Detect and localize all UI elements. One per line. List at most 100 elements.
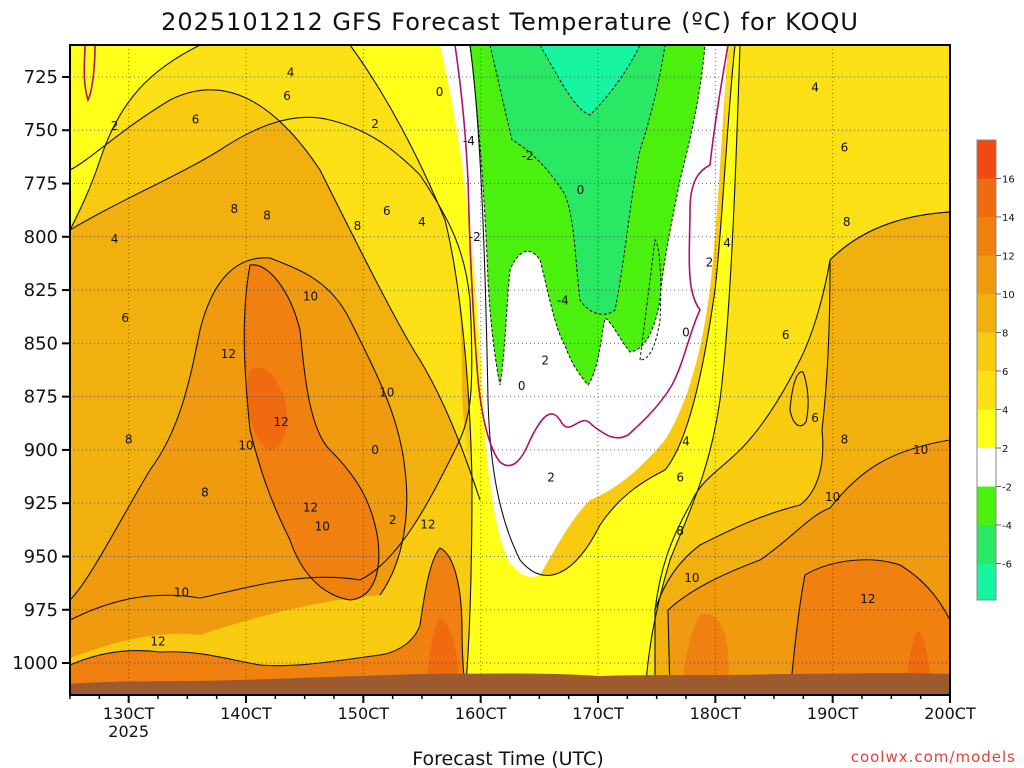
band-6-8-topleft <box>70 45 480 500</box>
x-tick-label: 150CT <box>338 704 390 723</box>
y-tick-label: 975 <box>24 600 58 621</box>
colorbar-gt-16 <box>977 140 996 179</box>
isotherm-label: 12 <box>860 592 875 606</box>
isotherm-label: 6 <box>192 113 200 127</box>
colorbar-8-10 <box>977 294 996 333</box>
colorbar-tick-label: -2 <box>1002 483 1012 494</box>
colorbar-m2-2 <box>977 448 996 487</box>
isotherm-label: 6 <box>383 204 391 218</box>
x-tick-label: 200CT <box>924 704 976 723</box>
isotherm-label: 2 <box>706 255 714 269</box>
isotherm-m6 <box>539 45 641 116</box>
colorbar-ticks: 16 14 12 10 8 6 4 2 -2 -4 -6 <box>996 175 1015 571</box>
isotherm-label: -2 <box>469 230 481 244</box>
colorbar-lt-m6 <box>977 563 996 600</box>
colorbar-12-14 <box>977 217 996 256</box>
colorbar-tick-label: 14 <box>1002 213 1015 224</box>
isotherm-label: 12 <box>420 518 435 532</box>
colorbar-frame <box>976 139 997 601</box>
y-tick-label: 1000 <box>12 653 58 674</box>
isotherm-6-bump <box>789 371 809 427</box>
colorbar-tick-label: -4 <box>1002 521 1012 532</box>
isotherm-label: 8 <box>843 215 851 229</box>
colorbar-m6-m4 <box>977 525 996 564</box>
y-tick-label: 800 <box>24 227 58 248</box>
colorbar-tick-label: 8 <box>1002 329 1008 340</box>
credit-text[interactable]: coolwx.com/models <box>851 748 1016 766</box>
isotherm-label: 12 <box>303 500 318 514</box>
x-tick-label: 140CT <box>220 704 272 723</box>
colorbar-tick-label: 4 <box>1002 406 1008 417</box>
isotherm-label: 6 <box>676 471 684 485</box>
isotherm-label: 12 <box>150 635 165 649</box>
x-tick-label: 160CT <box>455 704 507 723</box>
x-tick-label: 170CT <box>572 704 624 723</box>
isotherm-label: 8 <box>354 219 362 233</box>
isotherm-label: 10 <box>303 289 318 303</box>
isotherm-6 <box>70 116 473 621</box>
colorbar-tick-label: 6 <box>1002 367 1008 378</box>
band-m6-m4 <box>490 45 665 315</box>
isotherm-label: 8 <box>676 524 684 538</box>
isotherm-0 <box>454 45 729 467</box>
y-axis: 725 750 775 800 825 850 875 900 925 950 975 1000 <box>12 67 70 674</box>
isotherm-12-right <box>789 559 950 695</box>
isotherm-label: 10 <box>315 520 330 534</box>
isotherm-label: 10 <box>174 586 189 600</box>
isotherm-label: 6 <box>811 411 819 425</box>
isotherm-label: 8 <box>125 432 133 446</box>
isotherm-label: 4 <box>723 236 731 250</box>
band-12-14-small <box>680 614 730 695</box>
colorbar-tick-label: -6 <box>1002 560 1012 571</box>
x-tick-label: 130CT <box>103 704 155 723</box>
band-14-16 <box>246 367 287 450</box>
colorbar-tick-label: 16 <box>1002 175 1015 186</box>
isotherm-label: 0 <box>577 183 585 197</box>
isotherm-label: -2 <box>522 149 534 163</box>
isotherm-label: 8 <box>201 486 209 500</box>
band-12-14 <box>244 264 379 600</box>
chart-title: 2025101212 GFS Forecast Temperature (ºC)… <box>161 8 859 36</box>
isotherm-8-right <box>654 211 950 611</box>
isotherm-label: 0 <box>371 443 379 457</box>
isotherm-10 <box>70 257 408 601</box>
colorbar-tick-label: 2 <box>1002 444 1008 455</box>
isotherm-10-right <box>667 439 950 695</box>
colorbar-14-16 <box>977 178 996 217</box>
ground-surface <box>70 673 950 695</box>
isotherm-label: -4 <box>557 294 569 308</box>
isotherm-12 <box>243 264 380 601</box>
isotherm-label: 10 <box>913 443 928 457</box>
x-tick-label: 190CT <box>807 704 859 723</box>
isotherm-label: 8 <box>230 202 238 216</box>
x-axis-label: Forecast Time (UTC) <box>412 748 603 768</box>
isotherm-label: 12 <box>274 415 289 429</box>
isotherm-4-left <box>70 89 481 501</box>
isotherm-label: 0 <box>518 379 526 393</box>
colorbar-tick-label: 10 <box>1002 290 1015 301</box>
y-tick-label: 725 <box>24 67 58 88</box>
isotherm-label: 4 <box>111 232 119 246</box>
isotherm-12-bottom <box>70 547 467 695</box>
isotherm-label: 4 <box>682 434 690 448</box>
isotherm-label: 10 <box>238 439 253 453</box>
colorbar-4-6 <box>977 371 996 410</box>
isotherm-label: 6 <box>782 328 790 342</box>
isotherm-label: 10 <box>379 385 394 399</box>
isotherm-m2 <box>469 45 706 386</box>
isotherm-m2-spike <box>639 238 662 361</box>
isotherm-label: 0 <box>436 85 444 99</box>
band-12-14-bottom <box>70 548 466 695</box>
band-2-4-left <box>70 45 200 230</box>
y-tick-label: 825 <box>24 280 58 301</box>
isotherm-label: 8 <box>263 208 271 222</box>
isotherm-label: 4 <box>287 66 295 80</box>
isotherm-label: 4 <box>418 215 426 229</box>
y-tick-label: 875 <box>24 387 58 408</box>
grid-lines <box>70 45 950 695</box>
band-2-4-center <box>350 45 740 695</box>
